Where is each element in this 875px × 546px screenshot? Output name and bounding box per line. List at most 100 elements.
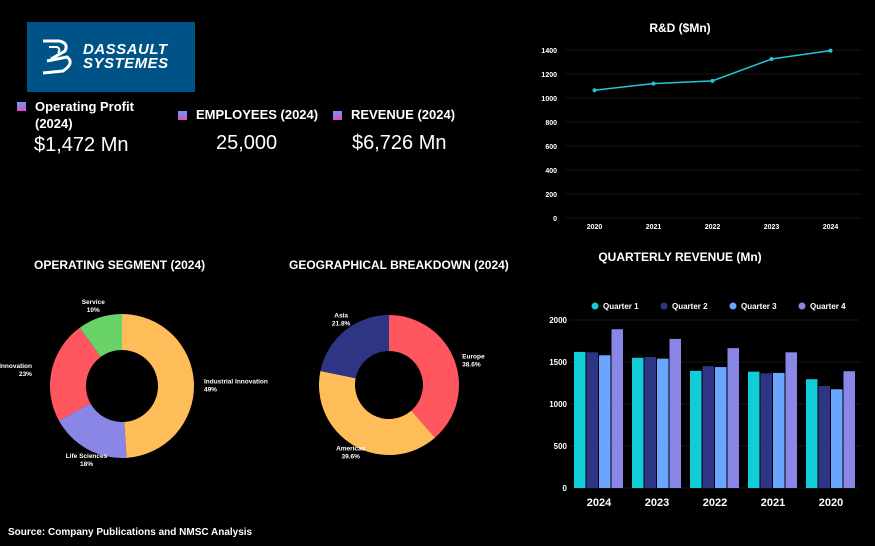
slice-label: Europe	[462, 353, 485, 360]
bar-2020-q3	[831, 389, 843, 488]
slice-americas	[319, 371, 435, 455]
segment-chart-title: OPERATING SEGMENT (2024)	[34, 258, 206, 272]
bar-2021-q2	[760, 373, 772, 488]
bar-2020-q4	[843, 371, 855, 488]
slice-asia	[320, 315, 389, 379]
kpi-revenue-value: $6,726 Mn	[352, 132, 447, 154]
slice-label: Asia	[334, 312, 348, 319]
rd-point	[710, 78, 715, 83]
bar-2024-q3	[599, 355, 611, 488]
y-tick-label: 2000	[549, 316, 567, 325]
kpi-revenue: REVENUE (2024) $6,726 Mn	[333, 107, 483, 155]
slice-percent: 23%	[19, 371, 32, 378]
slice-percent: 38.6%	[462, 361, 481, 368]
kpi-employees-label: EMPLOYEES (2024)	[196, 107, 319, 122]
quarterly-chart-title: QUARTERLY REVENUE (Mn)	[598, 250, 761, 264]
y-tick-label: 400	[545, 168, 557, 175]
slice-label: Life Sciences	[66, 453, 108, 460]
slice-europe	[389, 315, 459, 438]
x-tick-label: 2020	[819, 497, 843, 509]
legend-swatch	[729, 302, 737, 310]
x-tick-label: 2021	[761, 497, 785, 509]
bar-2021-q1	[748, 371, 760, 488]
x-tick-label: 2021	[646, 224, 662, 231]
slice-life-sciences	[58, 403, 127, 458]
logo-line-1: DASSAULT	[83, 41, 168, 58]
kpi-bullet-icon	[178, 111, 187, 120]
slice-industrial-innovation	[122, 314, 194, 458]
y-tick-label: 500	[554, 442, 568, 451]
slice-percent: 21.8%	[332, 320, 351, 327]
legend-swatch	[591, 302, 599, 310]
slice-percent: 39.6%	[342, 454, 361, 461]
slice-service	[79, 314, 122, 357]
bar-2020-q1	[806, 379, 818, 488]
y-tick-label: 1200	[541, 72, 557, 79]
rd-point	[651, 81, 656, 86]
company-logo: DASSAULT SYSTEMES	[27, 22, 195, 92]
slice-mainstream-innovation	[49, 327, 101, 421]
bar-2022-q1	[690, 370, 702, 488]
rd-point	[592, 88, 597, 93]
y-tick-label: 0	[563, 484, 568, 493]
kpi-operating-profit-label: Operating Profit (2024)	[35, 99, 134, 131]
kpi-employees: EMPLOYEES (2024) 25,000	[178, 107, 328, 155]
legend-label: Quarter 3	[741, 302, 777, 311]
rd-chart-title: R&D ($Mn)	[649, 21, 710, 35]
geo-chart-title: GEOGRAPHICAL BREAKDOWN (2024)	[289, 258, 509, 272]
source-note: Source: Company Publications and NMSC An…	[8, 527, 253, 538]
x-tick-label: 2023	[764, 224, 780, 231]
rd-point	[769, 57, 774, 61]
slice-label: Service	[82, 299, 106, 306]
bar-2023-q4	[669, 338, 681, 488]
bar-2023-q3	[657, 358, 669, 488]
x-tick-label: 2023	[645, 497, 669, 509]
kpi-revenue-label: REVENUE (2024)	[351, 107, 456, 122]
y-tick-label: 200	[545, 192, 557, 199]
kpi-operating-profit-value: $1,472 Mn	[34, 134, 129, 156]
x-tick-label: 2022	[705, 224, 721, 231]
kpi-bullet-icon	[17, 102, 26, 111]
x-tick-label: 2024	[823, 224, 839, 231]
rd-line-chart: R&D ($Mn) 0 200 400 600 800 1000 1200 1400 2020 2…	[541, 21, 860, 231]
bar-2021-q4	[785, 352, 797, 488]
y-tick-label: 600	[545, 144, 557, 151]
bar-2022-q4	[727, 348, 739, 488]
bar-2024-q4	[611, 329, 623, 488]
slice-percent: 10%	[87, 307, 100, 314]
bar-2024-q1	[574, 351, 586, 488]
y-tick-label: 1500	[549, 358, 567, 367]
kpi-bullet-icon	[333, 111, 342, 120]
y-tick-label: 1000	[541, 96, 557, 103]
bar-2021-q3	[773, 372, 785, 488]
bar-2023-q1	[632, 357, 644, 488]
bar-2020-q2	[818, 385, 830, 488]
x-tick-label: 2020	[587, 224, 603, 231]
bar-2024-q2	[586, 352, 598, 488]
y-tick-label: 0	[553, 216, 557, 223]
rd-point	[828, 48, 833, 53]
slice-label: Industrial Innovation	[204, 379, 268, 386]
bar-2022-q3	[715, 367, 727, 488]
legend-label: Quarter 2	[672, 302, 708, 311]
legend-swatch	[798, 302, 806, 310]
bar-2023-q2	[644, 356, 656, 488]
y-tick-label: 800	[545, 120, 557, 127]
rd-series-line	[594, 49, 831, 91]
x-tick-label: 2024	[587, 497, 612, 509]
bar-2022-q2	[702, 366, 714, 488]
quarterly-bar-chart: QUARTERLY REVENUE (Mn) 0 500 1000 1500 2000 Q…	[549, 250, 860, 509]
kpi-employees-value: 25,000	[216, 132, 278, 154]
slice-label: Americas	[336, 446, 366, 453]
slice-percent: 18%	[80, 461, 93, 468]
legend-label: Quarter 4	[810, 302, 846, 311]
legend-label: Quarter 1	[603, 302, 639, 311]
legend-swatch	[660, 302, 668, 310]
y-tick-label: 1000	[549, 400, 567, 409]
y-tick-label: 1400	[541, 48, 557, 55]
slice-label: Mainstream Innovation	[0, 363, 32, 370]
logo-line-2: SYSTEMES	[83, 55, 169, 72]
x-tick-label: 2022	[703, 497, 727, 509]
